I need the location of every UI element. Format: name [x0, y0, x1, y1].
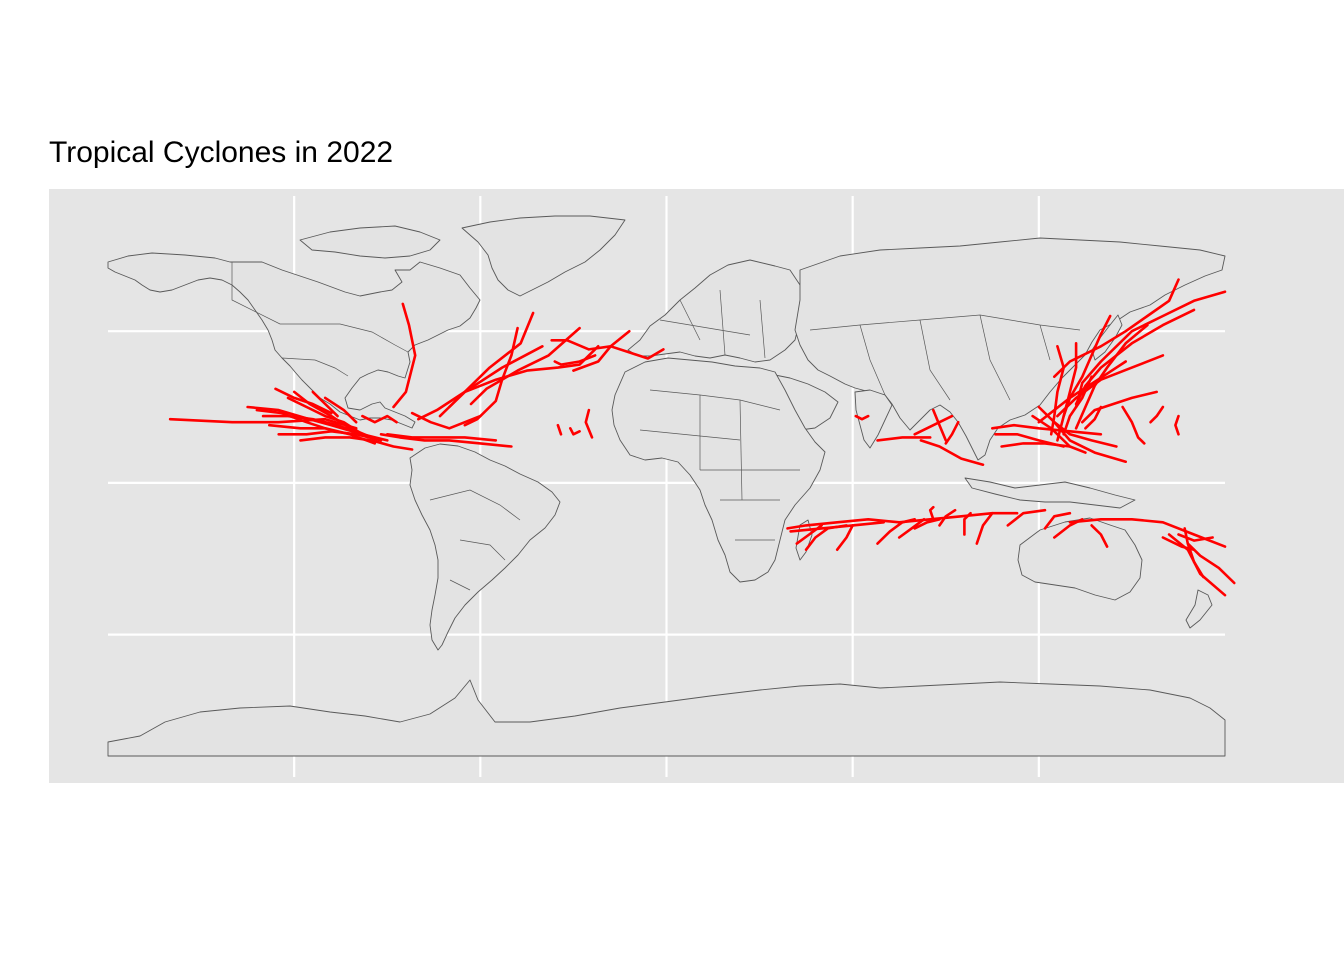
cyclone-track	[261, 414, 364, 436]
cyclone-track	[1081, 390, 1158, 424]
cyclone-track	[786, 511, 1019, 530]
cyclone-track	[584, 408, 594, 439]
cyclone-track	[1149, 405, 1165, 424]
cyclone-track	[932, 408, 948, 442]
cyclone-track	[274, 387, 333, 415]
cyclone-track	[299, 436, 414, 451]
cyclone-track	[392, 302, 417, 409]
cyclone-track	[1000, 442, 1072, 448]
cyclone-track	[1043, 511, 1072, 530]
cyclone-track	[1068, 518, 1227, 548]
cyclone-track	[1037, 405, 1118, 448]
cyclone-track	[361, 414, 398, 424]
cyclone-track	[1177, 533, 1214, 542]
cyclone-tracks	[168, 278, 1236, 597]
antarctica	[107, 679, 1226, 757]
north-america	[107, 252, 481, 429]
cyclone-track	[975, 511, 994, 545]
cyclone-track	[553, 354, 597, 366]
cyclone-track	[1084, 405, 1103, 430]
cyclone-track	[963, 511, 972, 536]
cyclone-track	[286, 396, 364, 436]
cyclone-track	[1074, 290, 1227, 409]
cyclone-track	[1056, 354, 1165, 418]
cyclone-track	[1031, 414, 1087, 454]
cyclone-track	[1006, 508, 1047, 527]
cyclone-track	[255, 408, 327, 430]
asia-borders	[809, 314, 1081, 401]
cyclone-track	[913, 414, 954, 436]
south-america-borders	[429, 489, 521, 591]
cyclone-track	[938, 508, 957, 527]
cyclone-track	[1121, 405, 1146, 445]
us-mexico-border	[281, 357, 349, 377]
cyclone-track	[928, 505, 935, 521]
cyclone-track	[1053, 518, 1084, 539]
greenland	[461, 215, 626, 297]
country-borders	[231, 262, 1081, 591]
cyclone-track	[556, 423, 563, 436]
cyclone-track	[1053, 420, 1127, 463]
europe-borders	[659, 289, 766, 359]
cyclone-track	[1090, 524, 1109, 548]
cyclone-track	[876, 518, 916, 545]
cyclone-track	[379, 433, 513, 448]
cyclone-track	[469, 326, 581, 406]
canada-us-border	[231, 262, 409, 353]
africa-borders	[639, 389, 800, 541]
plot-title: Tropical Cyclones in 2022	[49, 136, 394, 169]
australia	[1017, 517, 1143, 601]
new-zealand	[1185, 589, 1213, 629]
cyclone-track	[323, 396, 358, 424]
cyclone-track	[569, 427, 581, 436]
cyclone-track	[1053, 278, 1180, 378]
cyclone-track	[835, 524, 854, 551]
cyclone-track	[897, 518, 926, 539]
cyclone-track	[876, 436, 932, 442]
cyclone-track	[913, 518, 941, 530]
cyclone-track	[991, 423, 1103, 436]
indian-subcontinent	[854, 389, 893, 449]
cyclone-track	[795, 524, 823, 545]
maritime-southeast-asia	[964, 477, 1136, 509]
cyclone-track	[386, 433, 498, 442]
cyclone-track	[463, 326, 519, 427]
cyclone-track	[572, 329, 631, 372]
cyclone-track	[410, 411, 482, 430]
cyclone-track	[1056, 342, 1078, 442]
cyclone-track	[311, 390, 339, 418]
cyclone-track	[1174, 414, 1180, 436]
cyclone-track	[1037, 360, 1127, 424]
cyclone-track	[854, 414, 870, 421]
cyclone-track	[277, 430, 383, 442]
cyclone-track	[168, 417, 358, 430]
cyclone-track	[1183, 527, 1205, 579]
cyclone-track	[448, 345, 600, 409]
cyclone-track	[1161, 536, 1196, 551]
cyclone-track	[1062, 375, 1093, 436]
arctic-islands	[299, 225, 441, 259]
cyclone-track	[919, 439, 985, 466]
cyclone-track	[804, 524, 848, 551]
cyclone-track	[438, 311, 535, 418]
cyclone-track	[944, 420, 960, 445]
